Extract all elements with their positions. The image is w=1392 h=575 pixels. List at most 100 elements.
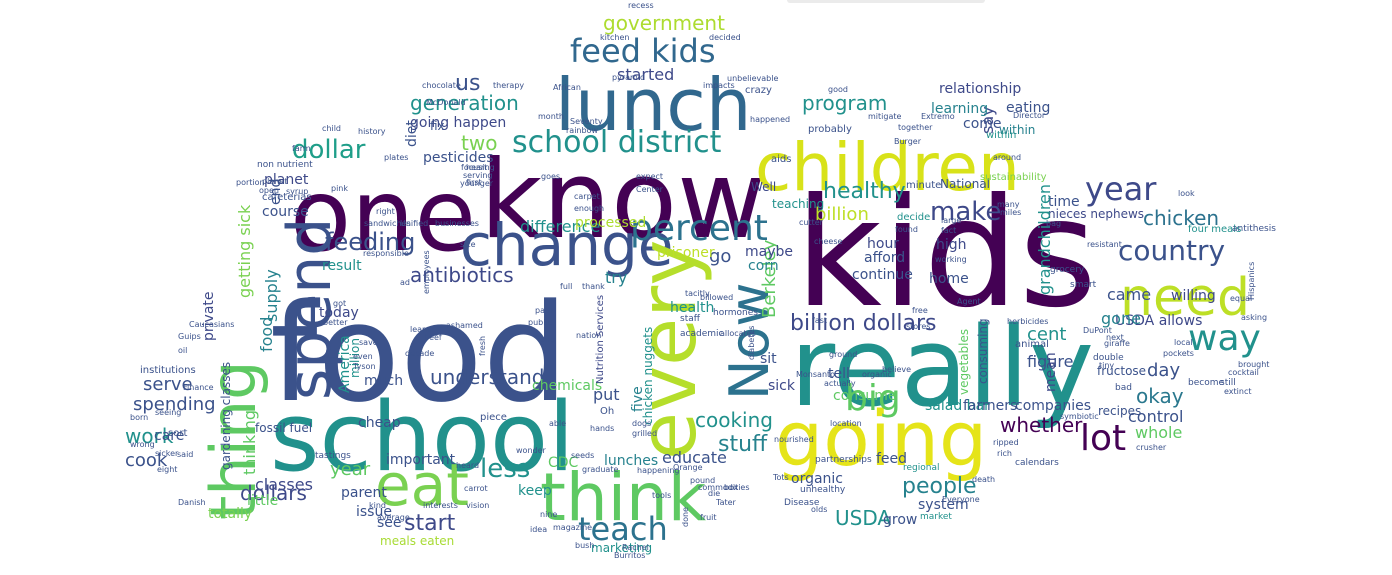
cloud-word-ad: ad xyxy=(400,278,410,287)
cloud-word-happened: happened xyxy=(750,115,790,124)
cloud-word-piece: piece xyxy=(480,412,507,423)
cloud-word-rich: rich xyxy=(997,449,1012,458)
cloud-word-herbicides: herbicides xyxy=(1007,317,1048,326)
cloud-word-think: think xyxy=(540,459,707,536)
cloud-word-really: really xyxy=(790,303,1094,431)
cloud-word-full: full xyxy=(560,282,572,291)
cloud-word-cent: cent xyxy=(1027,324,1066,345)
cloud-word-country: country xyxy=(1118,234,1225,267)
cloud-word-right: right xyxy=(376,207,395,216)
cloud-word-year: year xyxy=(1085,170,1157,208)
cloud-word-course: course xyxy=(262,204,309,220)
cloud-word-dupont: DuPont xyxy=(1083,326,1112,335)
cloud-word-usda-allows: USDA allows xyxy=(1115,313,1202,329)
cloud-word-miles: miles xyxy=(1000,208,1021,217)
cloud-word-therapy: therapy xyxy=(493,81,524,90)
cloud-word-antithesis: antithesis xyxy=(1232,224,1276,234)
cloud-word-chocolate: chocolate xyxy=(422,81,461,90)
cloud-word-expect: expect xyxy=(636,172,663,181)
cloud-word-heart: heart xyxy=(466,163,487,172)
cloud-word-people: people xyxy=(902,474,977,499)
cloud-word-one: one xyxy=(290,157,476,274)
cloud-word-spend: spend xyxy=(275,218,345,400)
cloud-word-free: free xyxy=(912,306,928,315)
cloud-word-eating: eating xyxy=(1006,100,1050,116)
cloud-word-five: five xyxy=(630,386,646,412)
cloud-word-impacts: impacts xyxy=(703,81,735,90)
cloud-word-kitchen: kitchen xyxy=(600,33,629,42)
cloud-word-orange: Orange xyxy=(673,463,703,472)
cloud-word-still: still xyxy=(1220,378,1236,388)
cloud-word-organic: organic xyxy=(862,370,892,379)
cloud-word-sicker: sicker xyxy=(155,449,179,458)
cloud-word-change: change xyxy=(460,211,673,279)
cloud-word-mitigate: mitigate xyxy=(868,112,901,121)
cloud-word-home: home xyxy=(929,271,969,287)
cloud-word-chemicals: chemicals xyxy=(532,378,602,394)
cloud-word-consuming: consuming xyxy=(976,318,990,384)
cloud-word-dollars: dollars xyxy=(240,481,307,505)
cloud-word-grilled: grilled xyxy=(632,429,657,438)
cloud-word-tiny: tiny xyxy=(1099,361,1114,370)
cloud-word-die: die xyxy=(708,489,720,498)
cloud-word-issue: issue xyxy=(356,504,392,520)
cloud-word-generation: generation xyxy=(410,91,519,115)
cloud-word-million: million xyxy=(348,338,362,378)
cloud-word-sort: sort xyxy=(168,428,187,439)
cloud-word-nation: nation xyxy=(576,331,601,340)
cloud-word-decide: decide xyxy=(897,212,930,223)
cloud-word-crusher: crusher xyxy=(1136,443,1167,452)
cloud-word-important: important xyxy=(386,452,456,468)
cloud-word-tots: Tots xyxy=(772,473,789,482)
cloud-word-time: time xyxy=(1048,194,1080,210)
cloud-word-result: result xyxy=(322,258,362,274)
cloud-word-fruit: fruit xyxy=(700,513,717,522)
cloud-word-start: start xyxy=(404,511,456,536)
cloud-word-brought: brought xyxy=(1238,360,1269,369)
cloud-word-cook: cook xyxy=(125,450,168,471)
cloud-word-magazine: magazine xyxy=(553,523,592,532)
cloud-word-within: within xyxy=(999,123,1035,137)
cloud-word-diabetes: diabetes xyxy=(747,326,756,360)
cloud-word-less: less xyxy=(480,454,530,484)
cloud-word-extremo: Extremo xyxy=(921,112,955,121)
cloud-word-food: food xyxy=(270,275,568,432)
cloud-word-cafeterias: cafeterias xyxy=(262,192,312,203)
cloud-word-pound: pound xyxy=(690,476,715,485)
cloud-word-afford: afford xyxy=(864,250,905,266)
cloud-word-percent: percent xyxy=(630,208,768,249)
cloud-word-need: need xyxy=(1120,268,1250,328)
cloud-word-symbiotic: symbiotic xyxy=(1060,412,1099,421)
cloud-word-ground: ground xyxy=(829,350,857,359)
cloud-word-finance: Finance xyxy=(183,383,214,392)
cloud-word-graduate: graduate xyxy=(582,465,618,474)
cloud-word-fix: fix xyxy=(430,119,445,133)
cloud-word-pyramid: pyramid xyxy=(612,73,645,82)
cloud-word-decided: decided xyxy=(709,33,741,42)
cloud-word-aids: aids xyxy=(771,154,791,165)
cloud-word-us: us xyxy=(455,71,480,96)
cloud-word-actually: actually xyxy=(824,379,856,388)
cloud-word-goes: goes xyxy=(541,172,560,181)
cloud-word-billowed: billowed xyxy=(700,293,733,302)
cloud-word-giraffe: giraffe xyxy=(1104,339,1130,348)
cloud-word-way: way xyxy=(1188,318,1261,359)
cloud-word-chicken-nuggets: chicken nuggets xyxy=(641,327,655,425)
cloud-word-oh: Oh xyxy=(600,406,614,417)
cloud-word-said: said xyxy=(177,450,193,459)
cloud-word-sick: sick xyxy=(768,378,796,394)
cloud-word-organic: organic xyxy=(791,471,843,487)
cloud-word-billion: billion xyxy=(815,204,869,225)
cloud-word-difference: difference xyxy=(520,217,600,236)
cloud-word-kind: kind xyxy=(369,501,386,510)
cloud-word-non-nutrient: non nutrient xyxy=(257,160,313,170)
cloud-word-lunch: lunch xyxy=(555,63,752,147)
cloud-word-cooking: cooking xyxy=(695,408,773,432)
cloud-word-cdc: CDC xyxy=(548,455,579,471)
cloud-word-syrup: syrup xyxy=(286,187,308,196)
cloud-word-educate: educate xyxy=(662,448,727,467)
cloud-word-consume: consume xyxy=(833,388,897,404)
cloud-word-whether: whether xyxy=(1000,413,1083,437)
cloud-word-agent: Agent xyxy=(957,297,981,306)
